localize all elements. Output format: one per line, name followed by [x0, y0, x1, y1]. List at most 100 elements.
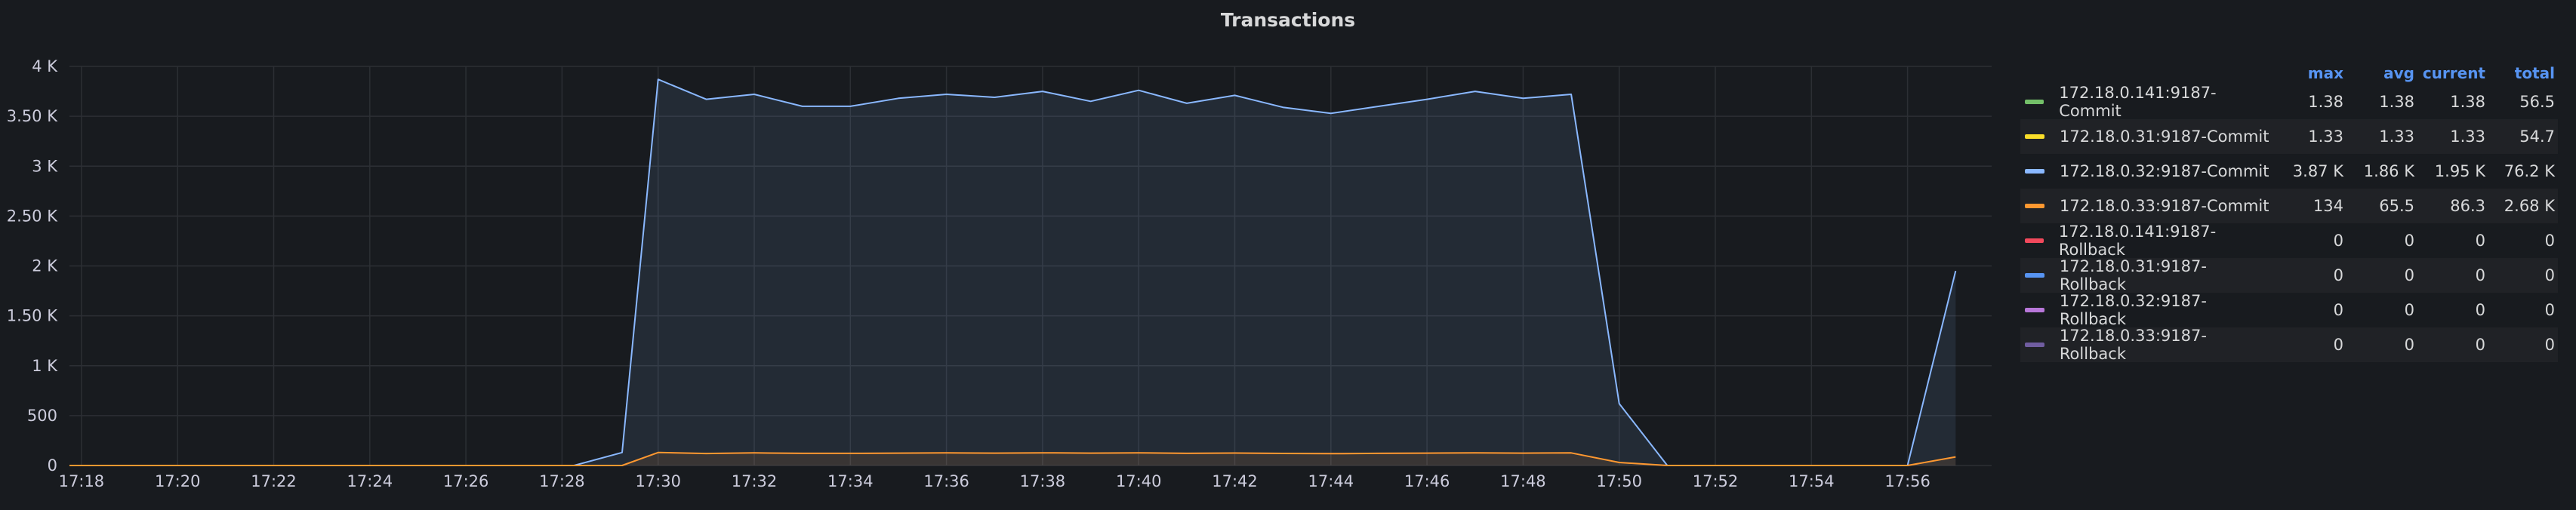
legend-value-total: 56.5: [2519, 93, 2555, 111]
series-area: [69, 79, 1956, 465]
legend-item[interactable]: 172.18.0.31:9187-Commit 1.33 1.33 1.33 54.7: [2020, 119, 2558, 154]
y-tick-label: 500: [27, 407, 57, 425]
legend-item-label[interactable]: 172.18.0.141:9187-Rollback: [2058, 223, 2217, 259]
legend-item-name[interactable]: 172.18.0.32:9187-Rollback: [2020, 292, 2272, 328]
legend-item-label[interactable]: 172.18.0.32:9187-Commit: [2060, 162, 2269, 180]
legend-color-swatch[interactable]: [2025, 134, 2044, 139]
legend-item[interactable]: 172.18.0.31:9187-Rollback 0 0 0 0: [2020, 257, 2558, 293]
x-tick-label: 17:38: [1020, 472, 1066, 490]
legend-col-total[interactable]: total: [2514, 64, 2555, 82]
legend-value-current: 86.3: [2450, 197, 2485, 215]
legend-item-label[interactable]: 172.18.0.32:9187-Rollback: [2059, 292, 2207, 328]
x-tick-label: 17:18: [59, 472, 105, 490]
legend-item[interactable]: 172.18.0.33:9187-Commit 134 65.5 86.3 2.68 K: [2020, 189, 2558, 223]
legend-table: max avg current total 172.18.0.141:9187-…: [2020, 62, 2558, 363]
legend-value-total: 2.68 K: [2504, 197, 2555, 215]
series-line[interactable]: [69, 451, 1956, 466]
legend-item-name[interactable]: 172.18.0.141:9187-Rollback: [2020, 223, 2272, 259]
legend-value-total: 76.2 K: [2504, 162, 2555, 180]
y-tick-label: 1.50 K: [7, 307, 58, 325]
x-tick-label: 17:44: [1308, 472, 1354, 490]
legend-item-name[interactable]: 172.18.0.33:9187-Commit: [2020, 197, 2272, 215]
legend-col-max[interactable]: max: [2307, 64, 2343, 82]
legend-value-avg: 0: [2404, 301, 2414, 319]
legend-item[interactable]: 172.18.0.141:9187-Rollback 0 0 0 0: [2020, 223, 2558, 259]
series-layer: [69, 78, 1957, 466]
y-tick-label: 2.50 K: [7, 207, 58, 225]
legend-color-swatch[interactable]: [2025, 169, 2044, 174]
legend-item-name[interactable]: 172.18.0.141:9187-Commit: [2020, 84, 2272, 120]
legend-item-name[interactable]: 172.18.0.33:9187-Rollback: [2020, 327, 2272, 363]
legend-value-avg: 65.5: [2379, 197, 2414, 215]
x-tick-label: 17:54: [1789, 472, 1835, 490]
legend-color-swatch[interactable]: [2025, 204, 2044, 208]
legend-value-current: 1.33: [2450, 128, 2485, 146]
legend-item-name[interactable]: 172.18.0.32:9187-Commit: [2020, 162, 2272, 180]
x-tick-label: 17:46: [1404, 472, 1450, 490]
legend-header: max avg current total: [2020, 62, 2558, 84]
legend-item-label[interactable]: 172.18.0.33:9187-Rollback: [2059, 327, 2207, 363]
legend-item-name[interactable]: 172.18.0.31:9187-Commit: [2020, 128, 2272, 146]
legend-item[interactable]: 172.18.0.141:9187-Commit 1.38 1.38 1.38 56.5: [2020, 84, 2558, 120]
panel-title[interactable]: Transactions: [1220, 9, 1356, 31]
legend-value-total: 54.7: [2519, 128, 2555, 146]
legend-color-swatch[interactable]: [2025, 343, 2044, 347]
legend-value-total: 0: [2544, 266, 2555, 284]
legend-item[interactable]: 172.18.0.33:9187-Rollback 0 0 0 0: [2020, 327, 2558, 363]
x-tick-label: 17:56: [1884, 472, 1930, 490]
x-tick-label: 17:30: [635, 472, 681, 490]
x-axis-ticks: 17:18 17:20 17:22 17:24 17:26 17:28 17:30 17:32…: [59, 472, 1930, 490]
legend-value-current: 0: [2475, 301, 2485, 319]
legend-item-label[interactable]: 172.18.0.33:9187-Commit: [2060, 197, 2269, 215]
legend-color-swatch[interactable]: [2025, 100, 2044, 104]
legend-value-max: 1.38: [2308, 93, 2343, 111]
legend-value-current: 0: [2475, 232, 2485, 250]
x-tick-label: 17:40: [1116, 472, 1162, 490]
legend-value-current: 0: [2475, 266, 2485, 284]
legend-value-max: 3.87 K: [2292, 162, 2343, 180]
x-tick-label: 17:22: [251, 472, 297, 490]
x-tick-label: 17:26: [443, 472, 489, 490]
transactions-chart[interactable]: 0 500 1 K 1.50 K 2 K 2.50 K 3 K 3.50 K 4 K 17:18…: [0, 0, 2008, 507]
y-axis-ticks: 0 500 1 K 1.50 K 2 K 2.50 K 3 K 3.50 K 4 K: [7, 57, 58, 475]
legend-item-name[interactable]: 172.18.0.31:9187-Rollback: [2020, 257, 2272, 293]
grid-lines: [69, 66, 1992, 466]
y-tick-label: 4 K: [32, 57, 58, 75]
legend-value-current: 0: [2475, 336, 2485, 354]
y-tick-label: 3 K: [32, 157, 58, 175]
x-tick-label: 17:20: [155, 472, 201, 490]
legend-color-swatch[interactable]: [2025, 308, 2044, 312]
legend-value-avg: 1.33: [2379, 128, 2414, 146]
y-tick-label: 0: [48, 456, 57, 475]
legend-value-total: 0: [2544, 301, 2555, 319]
plot-area[interactable]: 0 500 1 K 1.50 K 2 K 2.50 K 3 K 3.50 K 4 K 17:18…: [0, 0, 2008, 507]
legend-value-current: 1.95 K: [2434, 162, 2485, 180]
x-tick-label: 17:52: [1693, 472, 1739, 490]
x-tick-label: 17:50: [1596, 472, 1642, 490]
legend-rows: 172.18.0.141:9187-Commit 1.38 1.38 1.38 56.5…: [2020, 84, 2558, 363]
legend-value-total: 0: [2544, 232, 2555, 250]
legend-item-label[interactable]: 172.18.0.31:9187-Commit: [2060, 128, 2269, 146]
legend-item-label[interactable]: 172.18.0.141:9187-Commit: [2059, 84, 2217, 120]
legend-value-avg: 0: [2404, 266, 2414, 284]
legend-value-max: 0: [2333, 336, 2343, 354]
legend-color-swatch[interactable]: [2025, 273, 2044, 278]
legend-col-current[interactable]: current: [2422, 64, 2485, 82]
legend-value-avg: 0: [2404, 336, 2414, 354]
legend-item[interactable]: 172.18.0.32:9187-Rollback 0 0 0 0: [2020, 292, 2558, 328]
x-tick-label: 17:34: [827, 472, 874, 490]
x-tick-label: 17:36: [923, 472, 969, 490]
x-tick-label: 17:24: [347, 472, 393, 490]
legend-value-max: 134: [2313, 197, 2343, 215]
legend-value-max: 0: [2333, 232, 2343, 250]
y-tick-label: 3.50 K: [7, 107, 58, 125]
y-tick-label: 2 K: [32, 257, 58, 275]
legend-value-avg: 0: [2404, 232, 2414, 250]
legend-item[interactable]: 172.18.0.32:9187-Commit 3.87 K 1.86 K 1.95 …: [2020, 154, 2558, 189]
legend-item-label[interactable]: 172.18.0.31:9187-Rollback: [2059, 257, 2207, 293]
legend-value-avg: 1.86 K: [2363, 162, 2414, 180]
legend-value-max: 0: [2333, 266, 2343, 284]
legend-col-avg[interactable]: avg: [2383, 64, 2414, 82]
legend-color-swatch[interactable]: [2025, 238, 2044, 243]
